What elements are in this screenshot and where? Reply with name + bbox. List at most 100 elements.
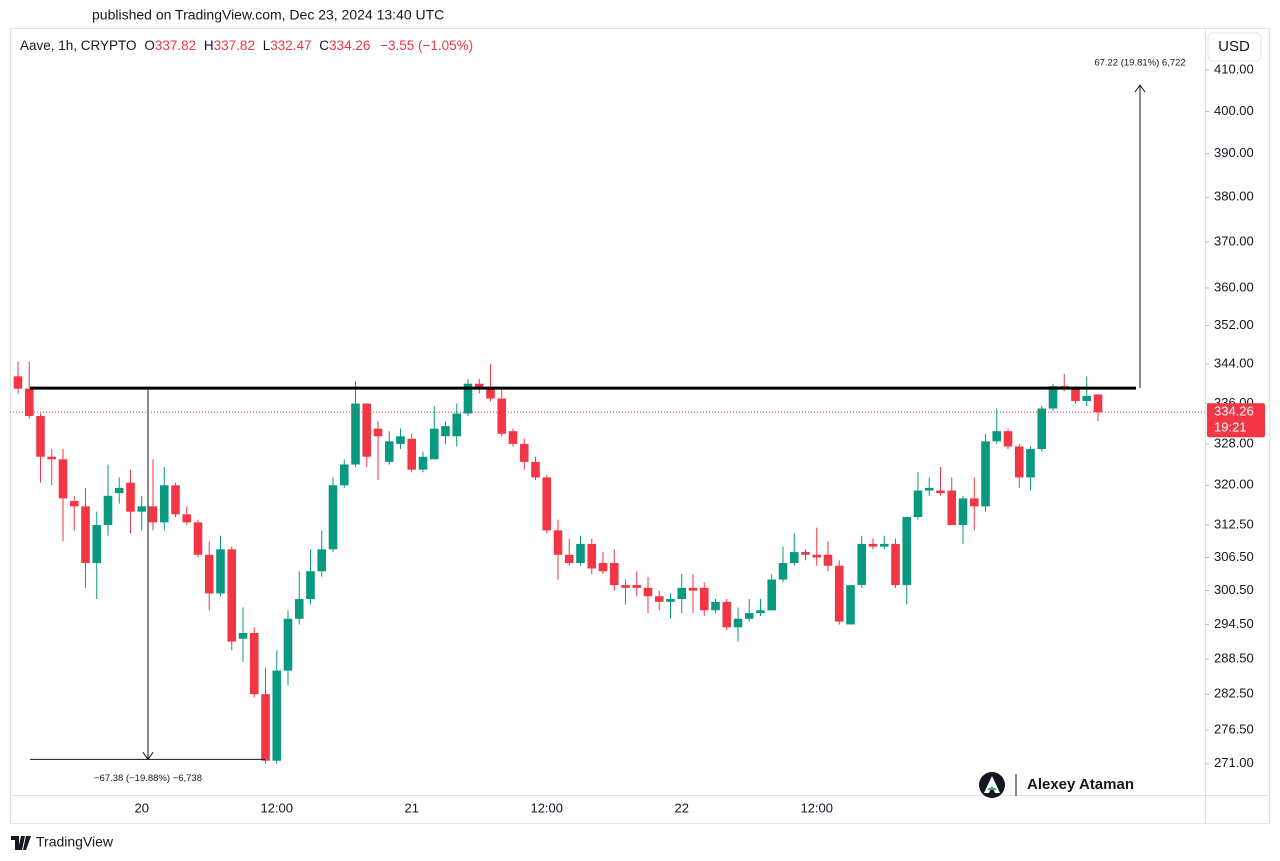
candle-body: [1093, 394, 1103, 413]
candle-body: [396, 436, 405, 444]
candle-body: [294, 599, 304, 619]
candle-body: [429, 428, 439, 460]
candle-body: [126, 482, 135, 512]
ohlc-value: 332.47: [270, 38, 311, 53]
ohlc-key: O: [144, 38, 155, 53]
candle-body: [632, 585, 642, 588]
candle-body: [666, 599, 675, 602]
candle-body: [711, 601, 720, 611]
y-tick-label: 288.50: [1214, 650, 1254, 665]
candle-body: [812, 554, 822, 558]
y-tick-label: 300.50: [1214, 582, 1254, 597]
ohlc-key: C: [319, 38, 329, 53]
x-tick-label: 20: [135, 800, 149, 815]
candle-body: [924, 487, 934, 491]
candle-body: [81, 506, 90, 563]
candle-body: [789, 552, 799, 563]
currency: USD: [1218, 38, 1250, 55]
candle-body: [249, 632, 259, 695]
x-tick-label: 12:00: [260, 800, 293, 815]
y-tick-label: 276.50: [1214, 722, 1254, 737]
candle-body: [373, 428, 383, 437]
y-tick-label: 282.50: [1214, 686, 1254, 701]
candle-body: [958, 498, 968, 526]
y-tick-label: 390.00: [1214, 145, 1254, 160]
y-tick-label: 360.00: [1214, 279, 1254, 294]
candle-body: [328, 485, 338, 550]
candle-body: [193, 522, 203, 555]
candle-body: [981, 441, 990, 507]
candle-body: [801, 552, 810, 555]
candle-body: [913, 490, 923, 518]
change: −3.55 (−1.05%): [380, 38, 473, 53]
candle-body: [441, 426, 450, 437]
candle-body: [857, 543, 867, 586]
ohlc-value: 337.82: [214, 38, 255, 53]
y-tick-label: 380.00: [1214, 189, 1254, 204]
candle-body: [598, 562, 608, 572]
candle-body: [688, 587, 698, 591]
candle-body: [936, 490, 945, 494]
candle-body: [834, 565, 844, 622]
candle-body: [846, 585, 855, 625]
x-tick-label: 21: [405, 800, 419, 815]
candle-body: [902, 517, 912, 586]
chart-frame: [10, 28, 1270, 824]
candle-body: [24, 388, 34, 417]
candle-body: [677, 587, 687, 600]
y-tick-label: 410.00: [1214, 61, 1254, 76]
candle-body: [621, 585, 630, 588]
candle-body: [823, 554, 833, 566]
candle-body: [362, 403, 372, 457]
candle-body: [69, 501, 79, 507]
candle-body: [722, 601, 732, 628]
candle-body: [92, 525, 102, 563]
candle-body: [992, 431, 1002, 442]
candle-body: [587, 543, 597, 569]
candle-body: [227, 549, 237, 642]
candle-body: [171, 485, 180, 515]
y-tick-label: 344.00: [1214, 356, 1254, 371]
candle-body: [238, 632, 248, 639]
candle-body: [756, 610, 765, 614]
candle-body: [733, 618, 743, 628]
brand-logo: [11, 836, 31, 850]
candle-body: [1082, 396, 1092, 402]
candle-body: [159, 485, 169, 523]
candle-body: [879, 543, 889, 547]
candle-body: [137, 506, 147, 512]
candle-body: [114, 487, 124, 494]
last-price-tag: [1207, 403, 1265, 438]
candle-body: [1071, 388, 1080, 402]
candle-body: [553, 530, 563, 555]
candle-body: [317, 549, 327, 572]
candle-body: [1037, 408, 1047, 450]
candle-body: [351, 403, 360, 465]
y-tick-label: 306.50: [1214, 549, 1254, 564]
candle-body: [654, 596, 664, 602]
last-price-label: 334.26: [1214, 404, 1254, 419]
x-tick-label: 12:00: [530, 800, 563, 815]
candle-body: [418, 456, 428, 470]
measure-label: 67.22 (19.81%) 6,722: [1094, 58, 1185, 69]
candle-body: [474, 383, 484, 389]
candle-body: [576, 543, 585, 563]
published-note: published on TradingView.com, Dec 23, 20…: [92, 7, 444, 23]
candle-body: [204, 554, 214, 594]
candle-body: [283, 618, 293, 671]
ohlc-key: H: [204, 38, 214, 53]
currency-button[interactable]: [1207, 32, 1262, 62]
candle-body: [519, 443, 529, 462]
candle-body: [384, 441, 394, 462]
candle-body: [564, 554, 574, 563]
measure-arrow: [1134, 84, 1146, 93]
candle-body: [407, 438, 417, 470]
candle-body: [508, 431, 518, 444]
candle-body: [261, 694, 270, 761]
candle-body: [497, 398, 507, 434]
candle-body: [1048, 386, 1058, 409]
candle-body: [148, 506, 158, 523]
y-tick-label: 320.00: [1214, 477, 1254, 492]
